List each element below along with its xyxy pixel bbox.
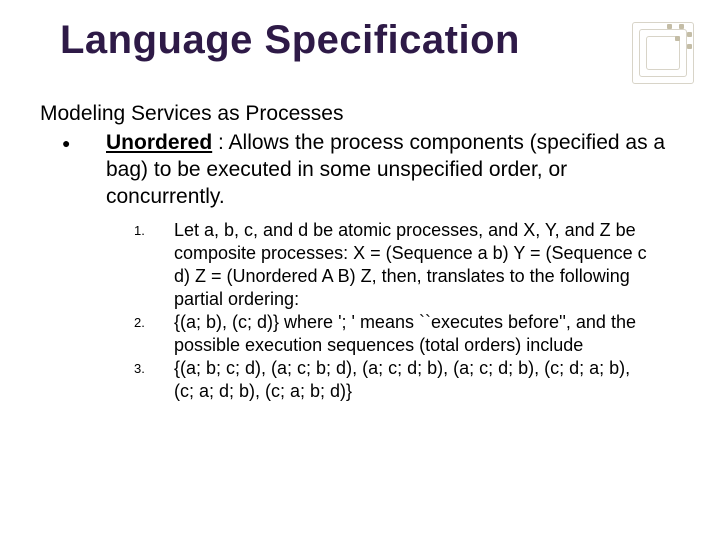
- slide-title: Language Specification: [0, 0, 720, 63]
- list-item: 2. {(a; b), (c; d)} where '; ' means ``e…: [134, 311, 650, 357]
- slide-body: Modeling Services as Processes ● Unorder…: [0, 63, 720, 403]
- numbered-list: 1. Let a, b, c, and d be atomic processe…: [40, 211, 680, 403]
- item-number: 1.: [134, 219, 174, 311]
- bullet-marker-icon: ●: [62, 130, 106, 211]
- list-item: 3. {(a; b; c; d), (a; c; b; d), (a; c; d…: [134, 357, 650, 403]
- item-text: {(a; b; c; d), (a; c; b; d), (a; c; d; b…: [174, 357, 650, 403]
- corner-decoration: [632, 22, 694, 84]
- bullet-term: Unordered: [106, 131, 212, 154]
- bullet-item: ● Unordered : Allows the process compone…: [40, 130, 680, 211]
- item-number: 2.: [134, 311, 174, 357]
- bullet-text: Unordered : Allows the process component…: [106, 130, 680, 211]
- item-number: 3.: [134, 357, 174, 403]
- section-heading: Modeling Services as Processes: [40, 101, 680, 128]
- list-item: 1. Let a, b, c, and d be atomic processe…: [134, 219, 650, 311]
- item-text: Let a, b, c, and d be atomic processes, …: [174, 219, 650, 311]
- item-text: {(a; b), (c; d)} where '; ' means ``exec…: [174, 311, 650, 357]
